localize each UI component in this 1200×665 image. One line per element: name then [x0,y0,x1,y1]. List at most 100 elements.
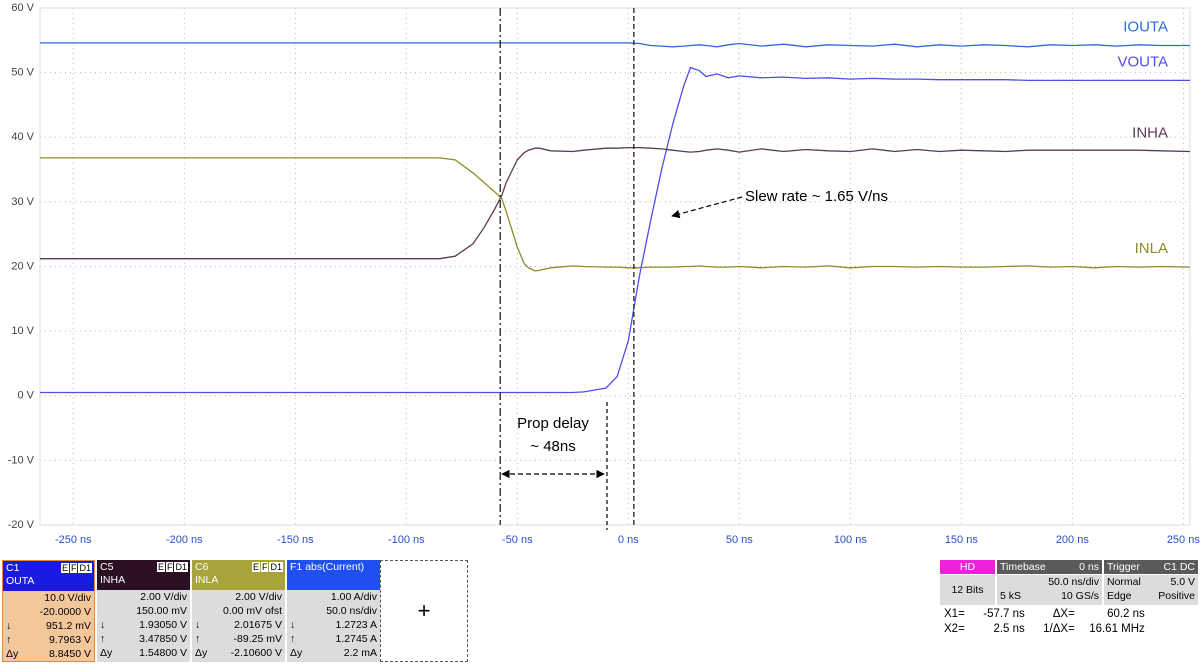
trace [40,42,1190,48]
readout-symbol: Δy [290,647,303,659]
hd-box: HD 12 Bits [940,560,995,605]
readout-value: -20.0000 V [39,606,91,618]
timebase-header: Timebase 0 ns [997,560,1102,574]
channel-box: F1 abs(Current) 1.00 A/div 50.0 ns/div ↓ 1.2… [287,560,380,662]
readout-value: 2.00 V/div [140,591,187,603]
readout-value: 1.2745 A [335,633,377,645]
readout-row: ↑ 1.2745 A [287,632,380,646]
chart: -20 V -10 V 0 V 10 V 20 V 30 V 40 V 50 V 60 V -25… [8,2,1200,546]
trace-label: VOUTA [1117,53,1168,70]
readout-row: ↑ 9.7963 V [3,633,94,647]
badge: E [251,562,260,572]
annotation: ~ 48ns [530,438,575,455]
delta-value: 60.2 ns [1107,608,1145,620]
x-tick-label: 150 ns [945,534,979,546]
readout-row: 150.00 mV [97,604,190,618]
channel-id: C1 [6,562,20,574]
badge: E [60,563,69,573]
hd-label: HD [940,560,995,574]
readout-value: -2.10600 V [230,647,282,659]
channel-id: C6 [195,561,282,574]
trigger-source: C1 DC [1163,561,1195,573]
readout-value: 951.2 mV [46,620,91,632]
readout-value: 0.00 mV ofst [223,605,282,617]
channel-name: INHA [100,574,126,586]
readout-row: 0.00 mV ofst [192,604,285,618]
readout-row: ↓ 1.93050 V [97,618,190,632]
readout-value: 150.00 mV [136,605,187,617]
channel-box: C5 INHA E F D1 2.00 V/div 150.00 mV ↓ 1.93050 V ↑… [97,560,190,662]
cursor-name: X2= [944,623,965,635]
trigger-slope: Positive [1158,590,1195,602]
delta-value: 16.61 MHz [1089,623,1145,635]
badge: D1 [174,562,188,572]
readout-symbol: ↑ [100,633,106,645]
readout-value: 2.00 V/div [235,591,282,603]
trace-label: INHA [1132,124,1168,141]
x-tick-label: -200 ns [166,534,203,546]
readout-symbol: ↑ [290,633,296,645]
readout-value: 1.2723 A [335,619,377,631]
x-tick-label: -100 ns [388,534,425,546]
readout-row: Δy 8.8450 V [3,647,94,661]
readout-value: -89.25 mV [233,633,282,645]
readout-symbol: ↑ [6,634,12,646]
cursor-value: -57.7 ns [983,608,1025,620]
cursor-readout: X1= -57.7 ns ΔX= 60.2 ns [944,608,1194,620]
channel-header: C1 OUTA E F D1 [3,561,94,591]
x-tick-label: 100 ns [834,534,868,546]
cursor-value: 2.5 ns [993,623,1025,635]
badges: E F D1 [251,561,283,574]
trigger-title: Trigger [1107,561,1140,573]
readout-symbol: Δy [100,647,113,659]
readout-value: 10.0 V/div [44,592,91,604]
channel-id: C5 [100,561,187,574]
delta-label: ΔX= [1052,608,1075,620]
channel-header: C6 INLA E F D1 [192,560,285,590]
y-tick-label: 40 V [11,131,34,143]
trace [40,157,1191,272]
add-button[interactable]: + [380,560,468,662]
trace-label: INLA [1135,240,1168,257]
trigger-header: Trigger C1 DC [1104,560,1198,574]
bits: 12 Bits [940,575,995,605]
readout-row: ↓ 2.01675 V [192,618,285,632]
trigger-row: Normal 5.0 V [1107,575,1195,589]
x-tick-label: 50 ns [726,534,753,546]
readout-value: 2.2 mA [343,647,377,659]
readout-value: 1.93050 V [139,619,187,631]
annotation: Slew rate ~ 1.65 V/ns [745,188,888,205]
timebase-row: 5 kS 10 GS/s [1000,589,1099,603]
y-tick-label: 60 V [11,2,34,14]
readout-row: 50.0 ns/div [287,604,380,618]
y-tick-label: -20 V [8,519,35,531]
readout-row: ↑ -89.25 mV [192,632,285,646]
y-tick-label: 0 V [17,390,34,402]
readout-row: Δy 1.54800 V [97,646,190,660]
badge: E [156,562,165,572]
channel-id: C1 [6,562,91,575]
y-tick-label: 50 V [11,67,34,79]
annotation-arrow [671,196,743,219]
readout-value: 1.00 A/div [330,591,377,603]
delta-label: 1/ΔX= [1043,623,1075,635]
readout-value: 3.47850 V [139,633,187,645]
channel-header: C5 INHA E F D1 [97,560,190,590]
readout-row: ↑ 3.47850 V [97,632,190,646]
badge: D1 [78,563,92,573]
trigger-mode: Normal [1107,576,1141,588]
channel-name: abs(Current) [305,561,365,573]
timebase-delay: 0 ns [1079,561,1099,573]
badge: D1 [269,562,283,572]
channel-id: C5 [100,561,114,573]
trigger-body: Normal 5.0 V Edge Positive [1104,575,1198,605]
readout-value: 1.54800 V [139,647,187,659]
y-tick-label: 20 V [11,260,34,272]
channel-name: OUTA [6,575,35,587]
trace [40,66,1190,394]
readout-row: ↓ 1.2723 A [287,618,380,632]
readout-row: 1.00 A/div [287,590,380,604]
trigger-level: 5.0 V [1170,576,1195,588]
timebase-box: Timebase 0 ns 50.0 ns/div 5 kS 10 GS/s [997,560,1102,605]
